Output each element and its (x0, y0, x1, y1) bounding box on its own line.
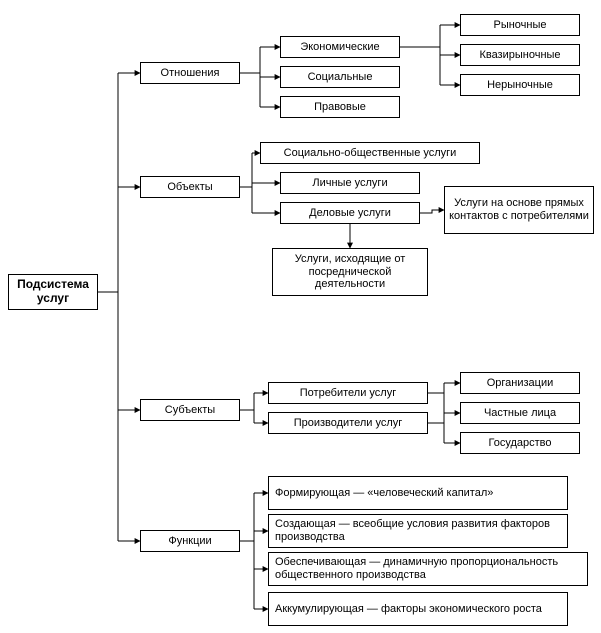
node-label: Услуги, исходящие от посреднической деят… (277, 253, 423, 291)
node-subjects: Субъекты (140, 399, 240, 421)
node-f3: Обеспечивающая — динамичную пропор­циона… (268, 552, 588, 586)
node-producers: Производители услуг (268, 412, 428, 434)
node-f1: Формирующая — «человеческий капитал» (268, 476, 568, 510)
node-label: Потребители услуг (300, 387, 396, 400)
node-personal: Личные услуги (280, 172, 420, 194)
node-f4: Аккумулирующая — факторы экономического … (268, 592, 568, 626)
node-business: Деловые услуги (280, 202, 420, 224)
node-functions: Функции (140, 530, 240, 552)
node-label: Правовые (314, 101, 366, 114)
node-label: Отношения (161, 67, 220, 80)
node-orgs: Организации (460, 372, 580, 394)
node-econ: Экономические (280, 36, 400, 58)
node-nonmarket: Нерыночные (460, 74, 580, 96)
node-label: Частные лица (484, 407, 556, 420)
node-label: Социальные (308, 71, 373, 84)
node-state: Государство (460, 432, 580, 454)
node-quasi: Квазирыночные (460, 44, 580, 66)
node-relations: Отношения (140, 62, 240, 84)
node-label: Обеспечивающая — динамичную пропор­циона… (275, 556, 581, 581)
node-social: Социальные (280, 66, 400, 88)
node-label: Социально-общественные услуги (284, 147, 457, 160)
node-label: Аккумулирующая — факторы экономического … (275, 603, 542, 616)
node-label: Экономические (300, 41, 379, 54)
node-direct: Услуги на основе прямых контактов с потр… (444, 186, 594, 234)
node-label: Организации (487, 377, 554, 390)
node-objects: Объекты (140, 176, 240, 198)
node-label: Функции (168, 535, 211, 548)
node-label: Производители услуг (294, 417, 403, 430)
node-legal: Правовые (280, 96, 400, 118)
node-label: Создающая — всеобщие условия развития фа… (275, 518, 561, 543)
node-label: Квазирыночные (479, 49, 560, 62)
node-market: Рыночные (460, 14, 580, 36)
node-private: Частные лица (460, 402, 580, 424)
node-socpub: Социально-общественные услуги (260, 142, 480, 164)
node-consumers: Потребители услуг (268, 382, 428, 404)
node-intermed: Услуги, исходящие от посреднической деят… (272, 248, 428, 296)
node-label: Деловые услуги (309, 207, 391, 220)
node-label: Субъекты (165, 404, 215, 417)
node-label: Личные услуги (312, 177, 387, 190)
node-f2: Создающая — всеобщие условия развития фа… (268, 514, 568, 548)
node-label: Подсистема услуг (13, 278, 93, 306)
node-label: Государство (488, 437, 551, 450)
diagram-canvas: Подсистема услуг Отношения Экономические Со… (0, 0, 601, 633)
node-label: Услуги на основе прямых контактов с потр… (449, 197, 589, 222)
node-label: Нерыночные (487, 79, 553, 92)
node-label: Объекты (167, 181, 212, 194)
node-label: Рыночные (493, 19, 546, 32)
node-label: Формирующая — «человеческий капитал» (275, 487, 493, 500)
node-root: Подсистема услуг (8, 274, 98, 310)
